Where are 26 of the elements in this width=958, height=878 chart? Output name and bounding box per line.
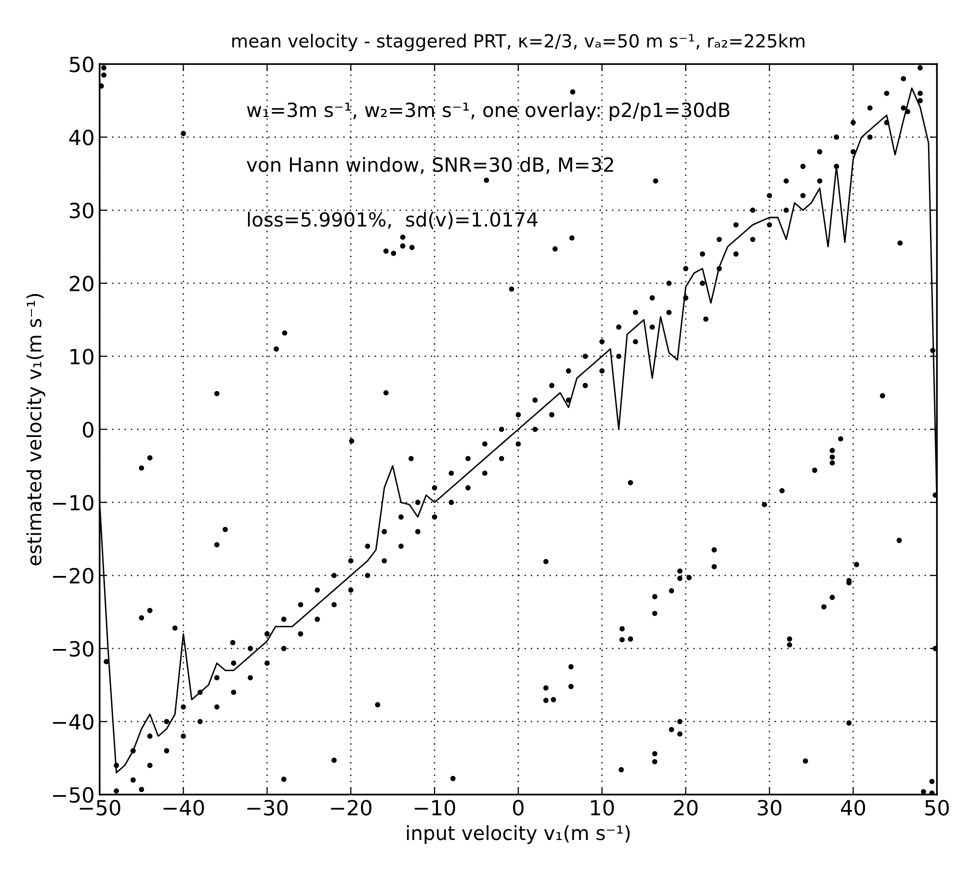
- x-tick-label: −30: [247, 800, 288, 816]
- y-tick-label: 0: [82, 422, 94, 438]
- y-tick-label: −20: [53, 568, 94, 584]
- annotation: von Hann window, SNR=30 dB, M=32: [246, 156, 614, 174]
- y-tick-label: −40: [53, 714, 94, 730]
- x-tick-label: 20: [674, 800, 698, 816]
- x-tick-label: 50: [925, 800, 949, 816]
- x-tick-label: −10: [414, 800, 456, 816]
- y-tick-label: 10: [70, 348, 94, 365]
- y-tick-label: 50: [70, 56, 94, 72]
- x-tick-label: 0: [513, 800, 524, 816]
- y-axis-title: estimated velocity v₁(m s⁻¹): [26, 294, 46, 566]
- y-tick-label: 20: [70, 276, 94, 292]
- y-tick-label: 30: [70, 202, 94, 218]
- annotation: w₁=3m s⁻¹, w₂=3m s⁻¹, one overlay: p2/p1=30dB: [246, 102, 730, 121]
- x-tick-label: −20: [331, 800, 372, 816]
- annotation: loss=5.9901%, sd(v)=1.0174: [248, 212, 538, 230]
- x-tick-label: 30: [758, 800, 782, 816]
- chart-title: mean velocity - staggered PRT, κ=2/3, vₐ=50 m s⁻¹, rₐ₂=225km: [232, 34, 804, 52]
- x-tick-label: 40: [840, 800, 866, 816]
- x-axis-title: input velocity v₁(m s⁻¹): [407, 825, 630, 844]
- x-tick-label: 10: [591, 800, 614, 816]
- y-tick-label: 40: [69, 130, 94, 146]
- y-tick-label: −30: [53, 640, 94, 657]
- x-tick-label: −40: [164, 800, 204, 816]
- y-tick-label: −10: [53, 494, 94, 511]
